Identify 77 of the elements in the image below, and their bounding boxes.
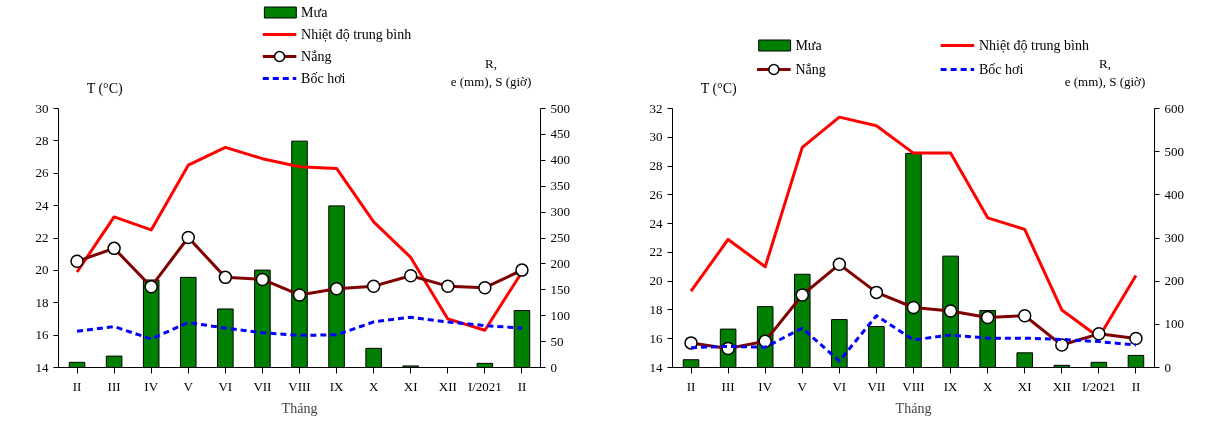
y2-tick-label: 50 [550, 333, 564, 349]
y-tick-label: 16 [649, 330, 663, 346]
y-tick-label: 18 [649, 301, 663, 317]
x-tick-label: VII [253, 378, 272, 394]
x-tick-label: VI [218, 378, 233, 394]
y2-tick-label: 600 [1164, 100, 1184, 116]
y2-tick-label: 450 [550, 126, 570, 142]
x-tick-label: III [721, 378, 735, 394]
x-tick-label: XI [1017, 378, 1032, 394]
y-tick-label: 14 [649, 359, 663, 375]
x-tick-label: VIII [902, 378, 925, 394]
x-tick-label: IV [144, 378, 159, 394]
y-tick-label: 30 [649, 129, 663, 145]
legend-label: Mưa [301, 5, 329, 20]
y2-axis-title: R, e (mm), S (giờ) [1064, 56, 1146, 89]
x-tick-label: X [982, 378, 993, 394]
y-tick-label: 22 [649, 244, 663, 260]
y2-tick-label: 500 [1164, 143, 1184, 159]
y-tick-label: 30 [35, 100, 49, 116]
y-tick-label: 28 [649, 158, 663, 174]
x-axis-title: Tháng [281, 400, 318, 416]
x-tick-label: XI [403, 378, 418, 394]
legend-label: Nhiệt độ trung bình [978, 38, 1089, 53]
y2-tick-label: 0 [550, 359, 557, 375]
x-tick-label: II [517, 378, 527, 394]
y2-tick-label: 400 [550, 152, 570, 168]
x-tick-label: V [797, 378, 808, 394]
legend-label: Bốc hơi [301, 71, 346, 86]
x-tick-label: I/2021 [1081, 378, 1116, 394]
y-tick-label: 20 [35, 262, 49, 278]
y2-tick-label: 250 [550, 230, 570, 245]
x-tick-label: V [183, 378, 194, 394]
x-tick-label: II [1131, 378, 1141, 394]
y-axis-title: T (°C) [86, 81, 124, 97]
x-tick-label: XII [438, 378, 457, 394]
y-tick-label: 14 [35, 359, 49, 375]
x-tick-label: III [107, 378, 121, 394]
y-tick-label: 28 [35, 132, 49, 148]
y-tick-label: 24 [649, 215, 663, 231]
y2-tick-label: 200 [1164, 273, 1184, 289]
x-tick-label: IV [758, 378, 773, 394]
x-tick-label: VII [867, 378, 886, 394]
y2-tick-label: 500 [550, 100, 570, 116]
y-tick-label: 16 [35, 327, 49, 343]
x-tick-label: VIII [288, 378, 311, 394]
y-tick-label: 32 [649, 100, 663, 116]
y2-tick-label: 300 [1164, 230, 1184, 245]
y-tick-label: 22 [35, 230, 49, 245]
x-tick-label: II [72, 378, 82, 394]
x-tick-label: IX [943, 378, 959, 394]
x-tick-label: X [368, 378, 379, 394]
x-axis-title: Tháng [895, 400, 932, 416]
y2-axis-title: R, e (mm), S (giờ) [450, 56, 532, 89]
y2-tick-label: 300 [550, 204, 570, 220]
y2-tick-label: 200 [550, 255, 570, 271]
y2-tick-label: 150 [550, 281, 570, 297]
x-tick-label: XII [1052, 378, 1071, 394]
y-tick-label: 20 [649, 273, 663, 289]
y2-tick-label: 400 [1164, 186, 1184, 202]
y2-tick-label: 100 [550, 307, 570, 323]
x-tick-label: IX [329, 378, 345, 394]
legend-label: Nắng [301, 49, 332, 64]
x-tick-label: I/2021 [467, 378, 502, 394]
y2-tick-label: 0 [1164, 359, 1171, 375]
x-tick-label: II [686, 378, 696, 394]
legend-label: Nhiệt độ trung bình [301, 27, 412, 42]
y-tick-label: 18 [35, 294, 49, 310]
y-tick-label: 26 [35, 165, 49, 181]
legend-label: Nắng [795, 62, 826, 77]
y2-tick-label: 350 [550, 178, 570, 194]
y-tick-label: 24 [35, 197, 49, 213]
legend-label: Mưa [795, 38, 823, 53]
legend-label: Bốc hơi [978, 62, 1024, 77]
y2-tick-label: 100 [1164, 316, 1184, 332]
x-tick-label: VI [832, 378, 847, 394]
y-tick-label: 26 [649, 186, 663, 202]
y-axis-title: T (°C) [700, 81, 738, 97]
